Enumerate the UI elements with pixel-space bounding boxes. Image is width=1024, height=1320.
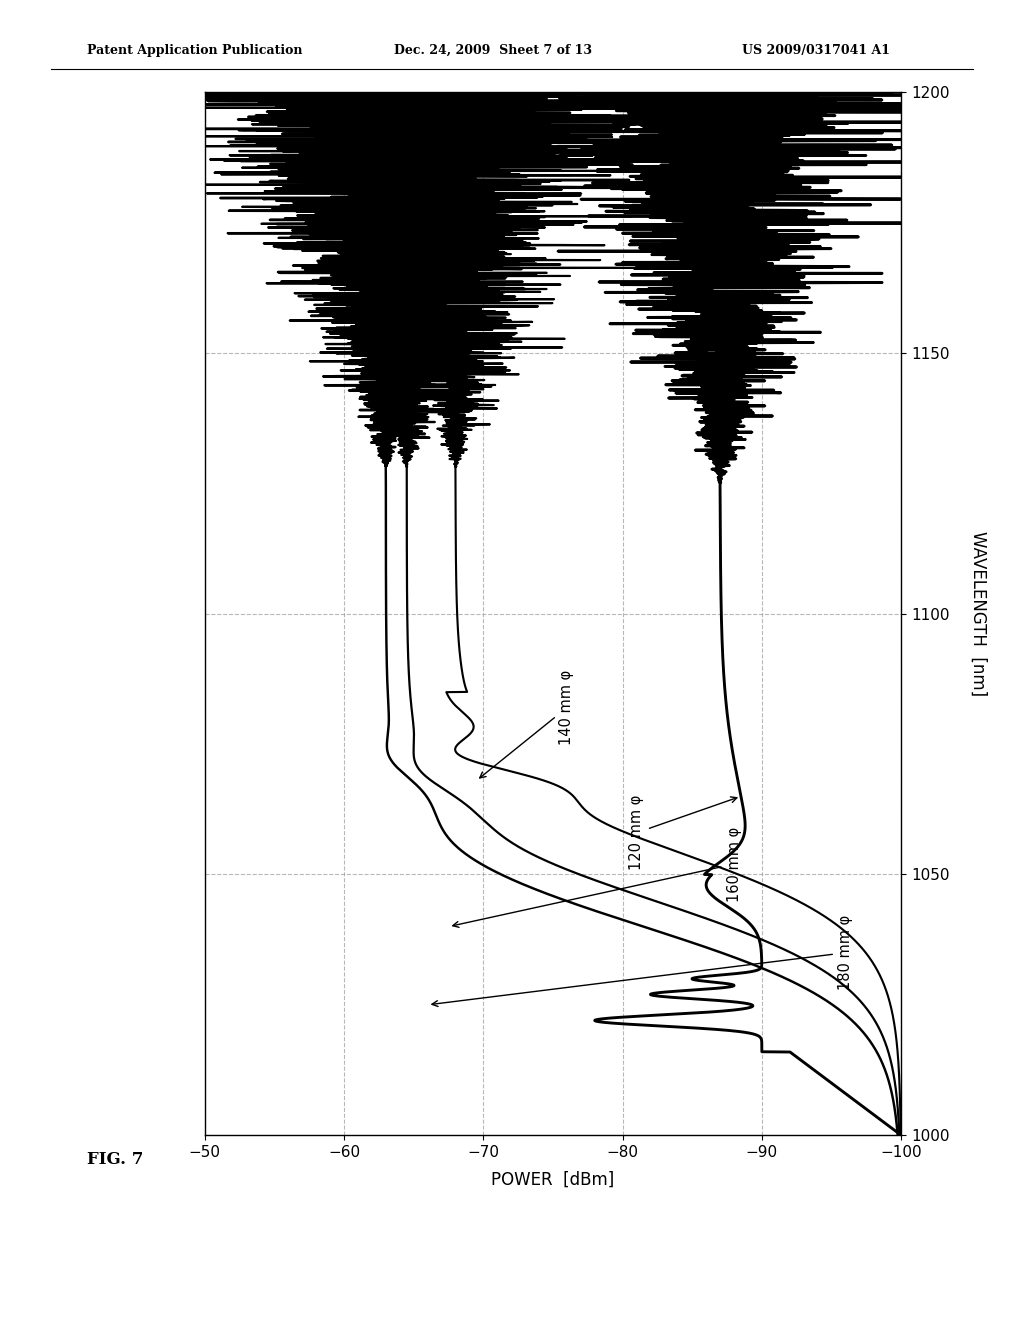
Y-axis label: WAVELENGTH  [nm]: WAVELENGTH [nm] bbox=[969, 531, 987, 697]
Text: US 2009/0317041 A1: US 2009/0317041 A1 bbox=[742, 44, 891, 57]
Text: 120 mm φ: 120 mm φ bbox=[629, 795, 737, 870]
Text: Dec. 24, 2009  Sheet 7 of 13: Dec. 24, 2009 Sheet 7 of 13 bbox=[394, 44, 592, 57]
Text: 160 mm φ: 160 mm φ bbox=[453, 826, 741, 928]
Text: 140 mm φ: 140 mm φ bbox=[479, 671, 574, 777]
Text: Patent Application Publication: Patent Application Publication bbox=[87, 44, 302, 57]
Text: 180 mm φ: 180 mm φ bbox=[432, 915, 853, 1006]
Text: FIG. 7: FIG. 7 bbox=[87, 1151, 143, 1168]
X-axis label: POWER  [dBm]: POWER [dBm] bbox=[492, 1171, 614, 1189]
